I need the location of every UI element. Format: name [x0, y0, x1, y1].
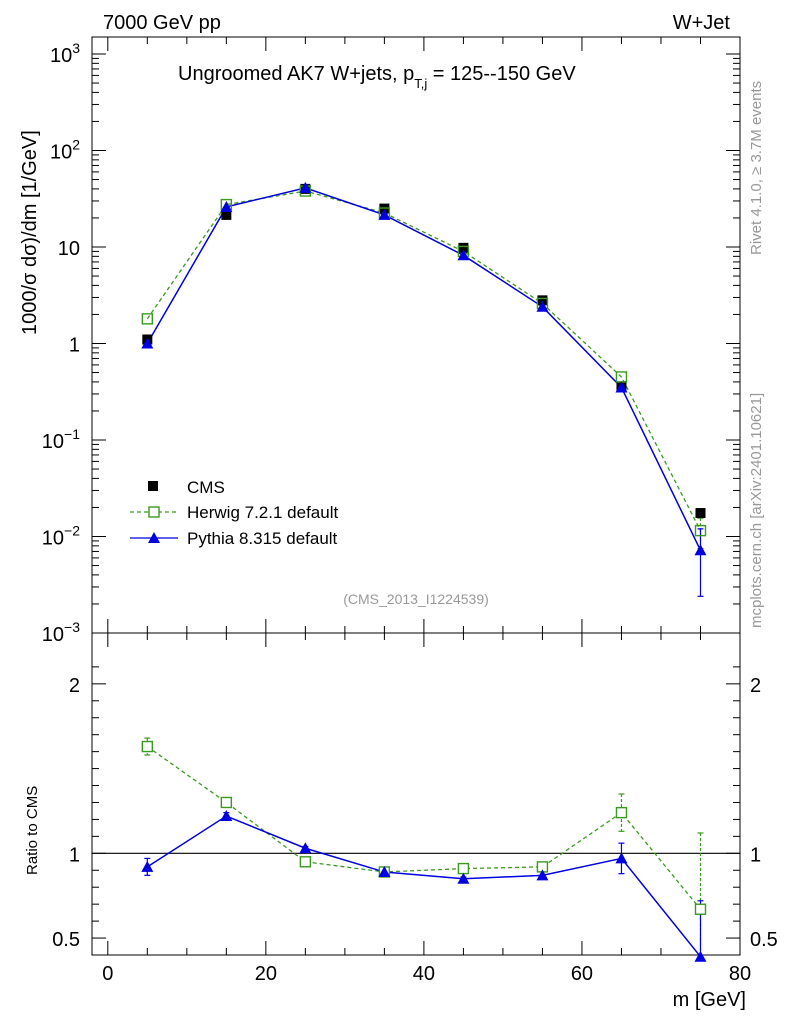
cms-data-point [458, 242, 469, 253]
legend-pythia-marker [148, 532, 160, 543]
legend-cms-marker [148, 481, 158, 491]
pythia-ratio-point [299, 842, 312, 854]
analysis-watermark: (CMS_2013_I1224539) [343, 591, 489, 607]
ratio-plot-frame [91, 632, 741, 956]
header-right: W+Jet [673, 12, 731, 34]
x-axis-label: m [GeV] [673, 989, 746, 1011]
main-series-group [141, 181, 707, 597]
ratio-series-group [141, 737, 707, 962]
rivet-label: Rivet 4.1.0, ≥ 3.7M events [748, 81, 765, 255]
pythia-point [299, 181, 312, 193]
main-y-tick-label: 1 [69, 334, 80, 356]
herwig-point [141, 313, 154, 325]
x-tick-label: 0 [102, 963, 113, 985]
herwig-ratio-point [694, 903, 707, 915]
legend-pythia-label: Pythia 8.315 default [187, 529, 338, 548]
herwig-line [146, 190, 702, 531]
pythia-ratio-point [378, 865, 391, 877]
cms-data-point [695, 508, 706, 519]
pythia-line [146, 187, 702, 551]
pythia-ratio-point [141, 860, 154, 872]
ratio-axis-ticks: 0.5 0.51 12 20 20 40 60 80 [52, 633, 778, 985]
pythia-point [536, 300, 549, 312]
legend: CMS Herwig 7.2.1 default Pythia 8.315 de… [130, 478, 338, 548]
ratio-y-tick-label-right: 1 [750, 844, 761, 866]
legend-herwig-marker [148, 506, 160, 518]
main-y-axis-label: 1000/σ dσ)/dm [1/GeV] [19, 130, 41, 335]
main-y-tick-label: 103 [50, 40, 80, 67]
herwig-ratio-point [615, 806, 628, 819]
legend-herwig-label: Herwig 7.2.1 default [187, 503, 338, 522]
main-y-tick-label: 10 [58, 238, 80, 260]
ratio-y-tick-label-right: 2 [750, 675, 761, 697]
pythia-ratio-point [220, 810, 233, 822]
ratio-y-tick-label-left: 0.5 [52, 929, 80, 951]
pythia-point [694, 544, 707, 556]
main-y-tick-label: 10−1 [42, 426, 80, 453]
pythia-ratio-point [457, 872, 470, 884]
pythia-point [141, 337, 154, 349]
header-left: 7000 GeV pp [103, 12, 221, 34]
ratio-y-tick-label-left: 2 [69, 675, 80, 697]
herwig-ratio-point [220, 796, 233, 809]
pythia-point [457, 249, 470, 261]
x-tick-label: 80 [729, 963, 751, 985]
ratio-y-tick-label-right: 0.5 [750, 929, 778, 951]
ratio-y-axis-label: Ratio to CMS [24, 786, 41, 875]
herwig-ratio-line [146, 746, 701, 910]
herwig-ratio-point [457, 862, 470, 875]
main-y-tick-label: 102 [50, 136, 80, 163]
x-tick-label: 60 [571, 963, 593, 985]
herwig-point [615, 371, 628, 383]
x-tick-label: 40 [413, 963, 435, 985]
pythia-ratio-point [694, 950, 707, 962]
herwig-ratio-point [141, 740, 154, 753]
pythia-ratio-point [615, 852, 628, 864]
cms-data-point [221, 209, 232, 220]
pythia-ratio-point [536, 869, 549, 881]
herwig-point [694, 524, 707, 537]
main-y-tick-label: 10−3 [42, 619, 80, 646]
pythia-point [220, 200, 233, 212]
pythia-point [615, 381, 628, 393]
pythia-point [378, 208, 391, 220]
main-y-tick-label: 10−2 [42, 522, 80, 549]
mcplots-label: mcplots.cern.ch [arXiv:2401.10621] [748, 393, 765, 628]
ratio-y-tick-label-left: 1 [69, 844, 80, 866]
legend-cms-label: CMS [187, 478, 225, 497]
pythia-ratio-line [146, 815, 702, 958]
x-tick-label: 20 [255, 963, 277, 985]
cms-data-point [537, 295, 548, 306]
herwig-ratio-point [299, 856, 312, 868]
main-plot-title: Ungroomed AK7 W+jets, pT,j = 125--150 Ge… [178, 63, 576, 91]
